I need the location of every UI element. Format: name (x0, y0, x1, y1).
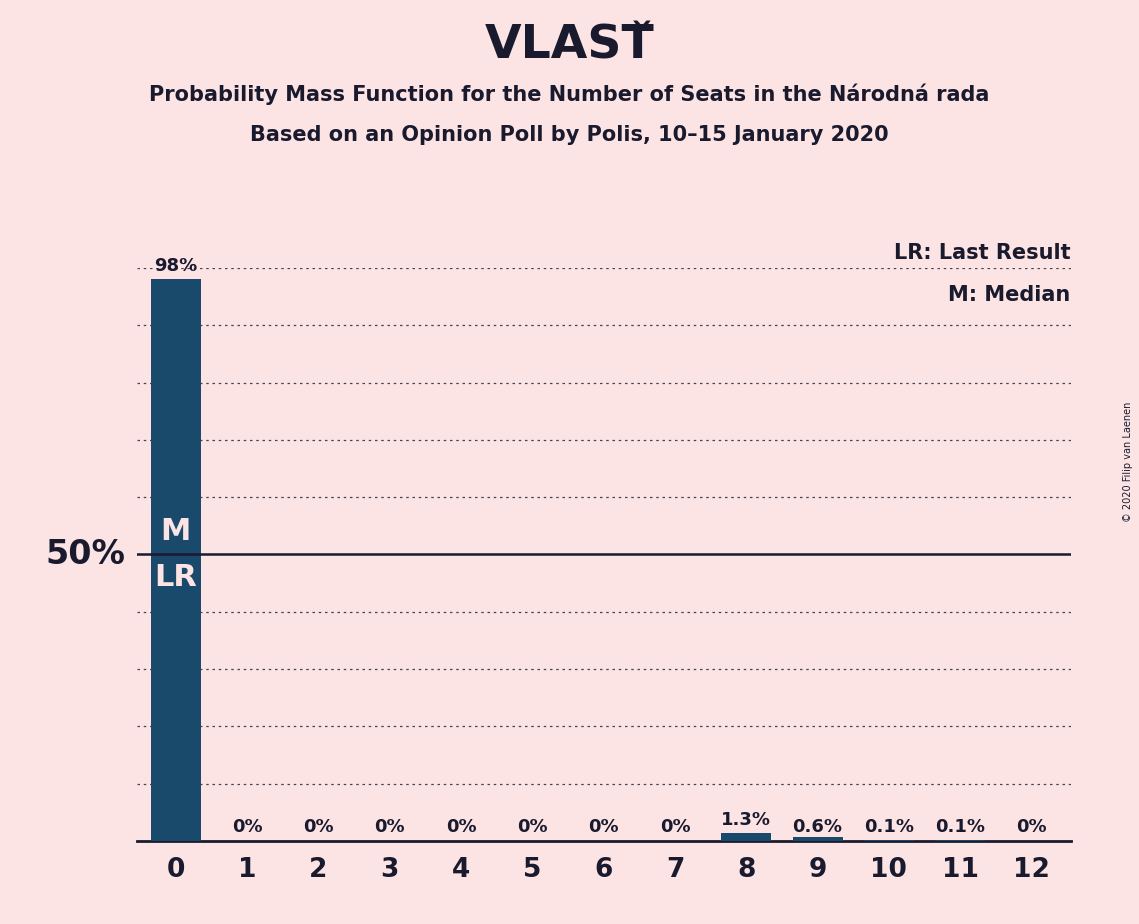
Text: M: M (161, 517, 191, 546)
Text: VLASŤ: VLASŤ (484, 23, 655, 68)
Text: 0%: 0% (232, 819, 262, 836)
Text: © 2020 Filip van Laenen: © 2020 Filip van Laenen (1123, 402, 1133, 522)
Text: 0%: 0% (303, 819, 334, 836)
Text: 50%: 50% (46, 538, 125, 571)
Text: 0.6%: 0.6% (793, 819, 843, 836)
Text: 0%: 0% (375, 819, 405, 836)
Text: Based on an Opinion Poll by Polis, 10–15 January 2020: Based on an Opinion Poll by Polis, 10–15… (251, 125, 888, 145)
Text: 0%: 0% (517, 819, 548, 836)
Text: 0%: 0% (1016, 819, 1047, 836)
Text: LR: LR (155, 563, 197, 592)
Text: M: Median: M: Median (949, 285, 1071, 305)
Bar (793, 837, 843, 841)
Text: 98%: 98% (154, 257, 197, 274)
Text: 0.1%: 0.1% (935, 819, 985, 836)
Text: 0%: 0% (589, 819, 618, 836)
Text: 1.3%: 1.3% (721, 810, 771, 829)
Text: 0.1%: 0.1% (863, 819, 913, 836)
Bar (151, 279, 200, 841)
Text: 0%: 0% (659, 819, 690, 836)
Text: Probability Mass Function for the Number of Seats in the Národná rada: Probability Mass Function for the Number… (149, 83, 990, 104)
Text: 0%: 0% (445, 819, 476, 836)
Bar (721, 833, 771, 841)
Text: LR: Last Result: LR: Last Result (894, 243, 1071, 263)
